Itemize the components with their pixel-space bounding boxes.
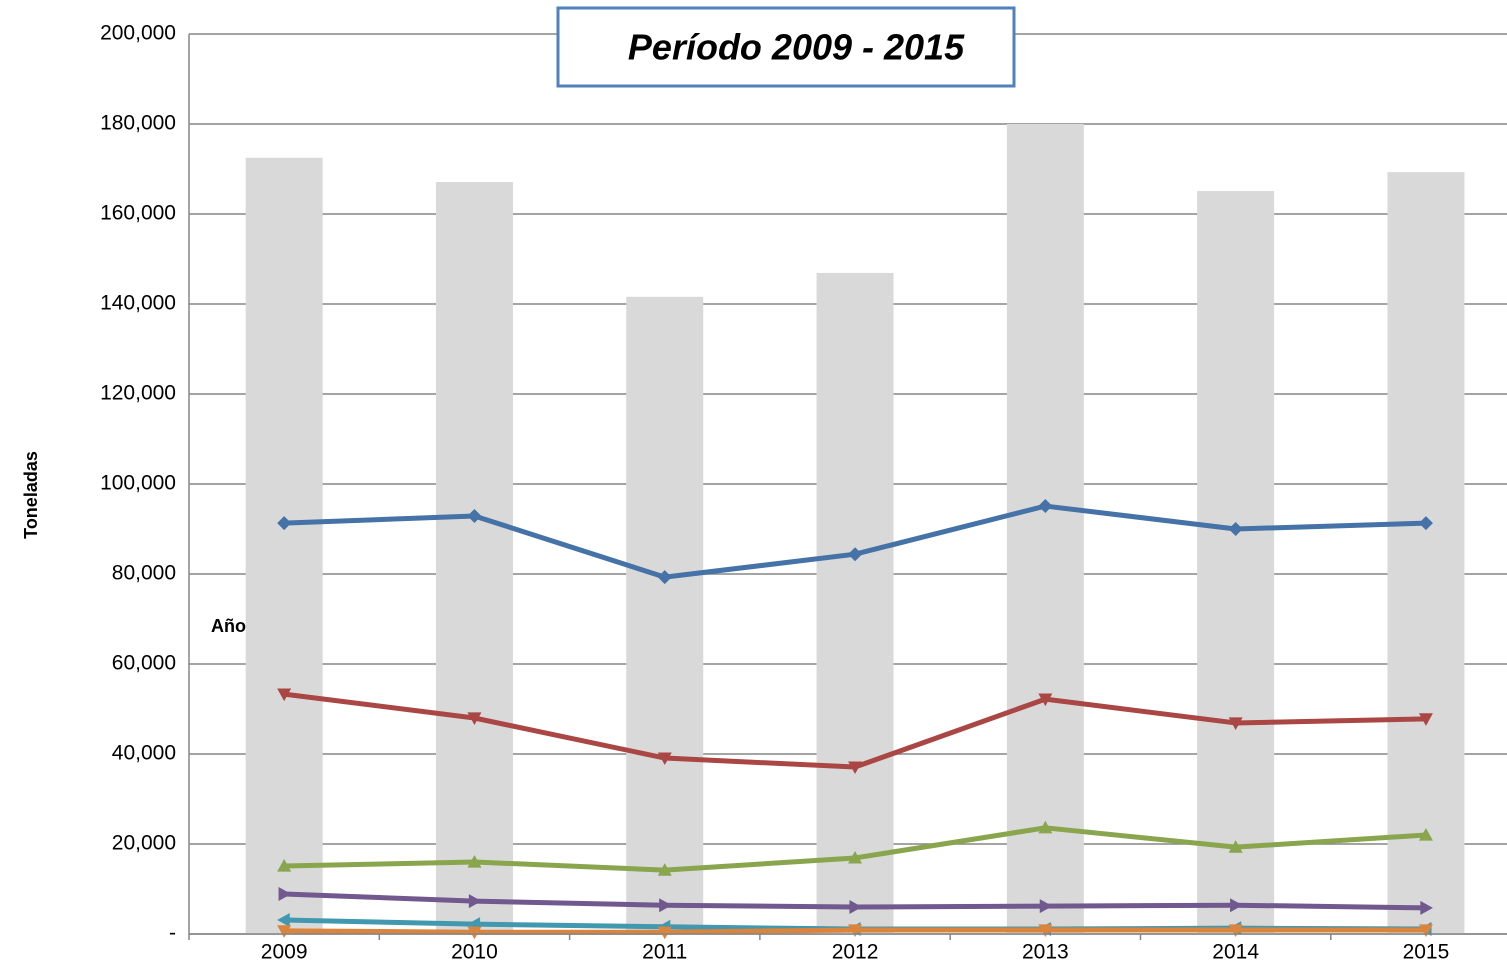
y-tick-label: 140,000 [100,292,176,315]
marker [277,913,290,928]
bar [1006,124,1084,934]
y-tick-label: 200,000 [100,22,176,45]
bar [435,182,513,935]
marker [657,752,672,766]
bar [816,272,894,934]
marker [1418,713,1433,726]
y-tick-label: 160,000 [100,202,176,225]
marker [1038,499,1053,514]
marker [467,712,482,725]
y-tick-label: 60,000 [112,652,176,675]
marker [468,894,482,909]
marker [1228,840,1243,853]
y-axis-label: Toneladas [21,451,41,539]
bar [245,157,323,934]
bar [1197,191,1275,935]
marker [277,688,292,702]
marker [1418,828,1433,841]
y-tick-label: 120,000 [100,382,176,405]
y-tick-label: 100,000 [100,472,176,495]
marker [1038,820,1053,834]
x-tick-label: 2014 [1212,941,1259,964]
marker [277,925,292,938]
chart-title: Período 2009 - 2015 [628,27,965,68]
marker [1228,924,1243,937]
marker [848,547,863,562]
marker [467,508,482,523]
title-box [556,6,1016,88]
marker [1039,899,1053,914]
marker [1228,717,1243,730]
marker [1228,522,1243,536]
y-tick-label: - [169,922,176,945]
marker [1420,900,1433,915]
x-tick-label: 2015 [1403,941,1450,964]
marker [277,516,292,531]
marker [849,900,863,914]
marker [657,570,672,585]
marker [277,859,292,872]
annotation: Año [211,616,246,636]
marker [659,898,672,913]
marker [848,850,863,864]
x-tick-label: 2012 [832,941,879,964]
x-tick-label: 2013 [1022,941,1069,964]
y-tick-label: 20,000 [112,832,176,855]
marker [657,926,672,940]
marker [467,926,482,940]
y-tick-label: 40,000 [112,742,176,765]
marker [1038,693,1053,707]
bar [626,296,704,934]
marker [1038,924,1053,937]
marker [1418,924,1433,937]
x-tick-label: 2010 [451,941,498,964]
y-tick-label: 80,000 [112,562,176,585]
x-tick-label: 2009 [261,941,308,964]
y-tick-label: 180,000 [100,112,176,135]
marker [848,761,863,775]
marker [467,855,482,868]
marker [657,863,672,876]
marker [1230,898,1243,913]
marker [1418,516,1433,531]
marker [278,886,292,901]
bar [1387,172,1465,934]
marker [848,924,863,937]
x-tick-label: 2011 [642,941,687,964]
